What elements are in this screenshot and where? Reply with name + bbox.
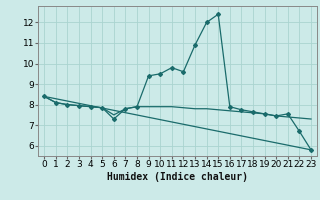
X-axis label: Humidex (Indice chaleur): Humidex (Indice chaleur) [107,172,248,182]
